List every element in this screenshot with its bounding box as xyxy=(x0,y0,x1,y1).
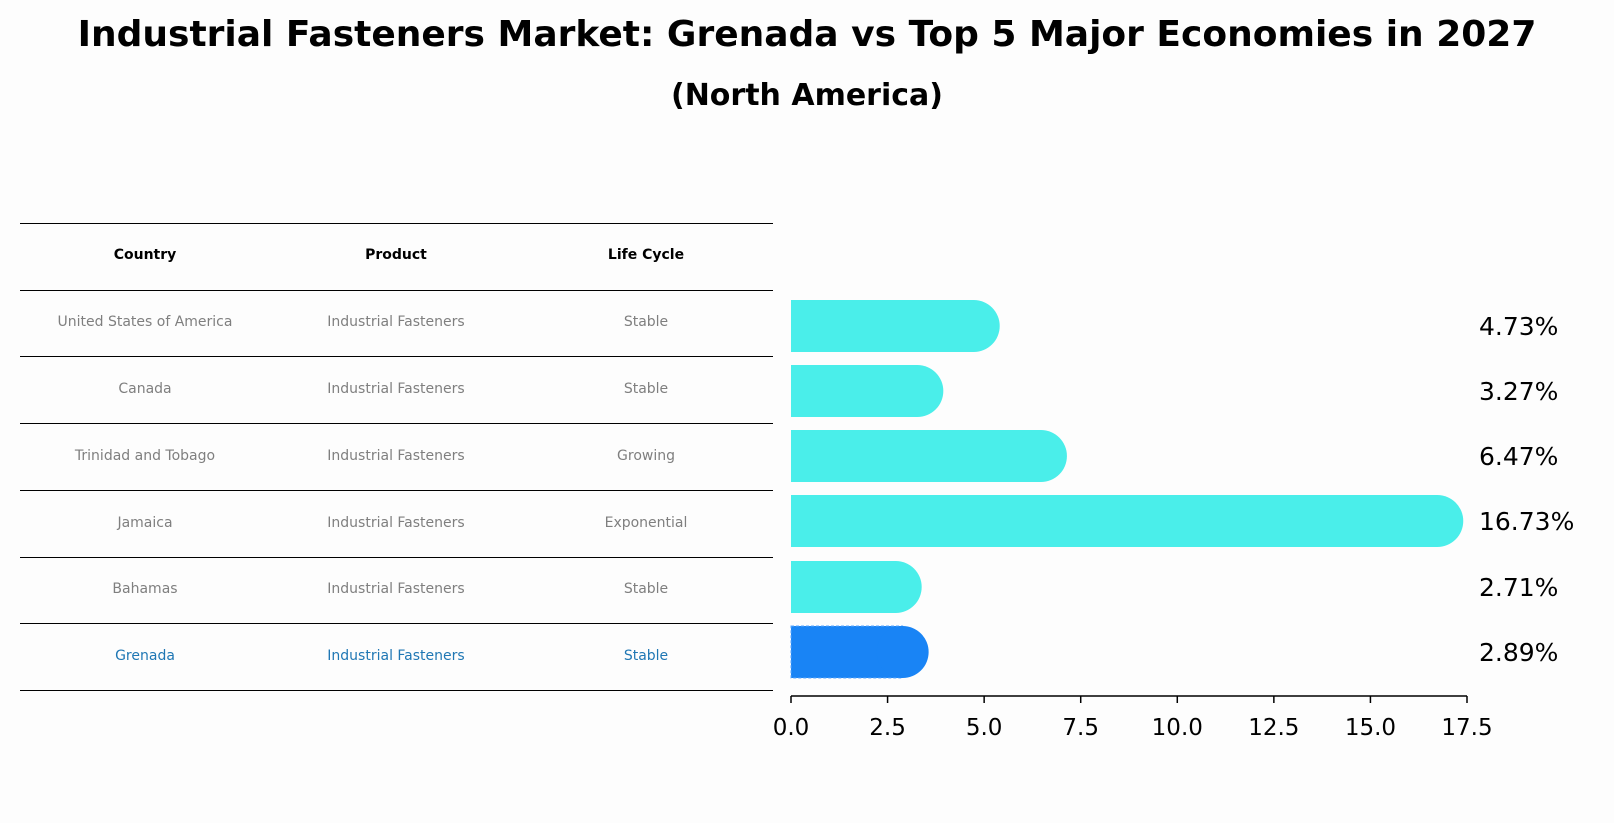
x-tick-label: 15.0 xyxy=(1345,715,1396,741)
table-cell-country: Trinidad and Tobago xyxy=(74,447,216,464)
table-cell-product: Industrial Fasteners xyxy=(327,514,465,531)
bar xyxy=(791,300,974,352)
table-rule xyxy=(20,690,773,691)
table-cell-country: Jamaica xyxy=(117,514,173,531)
bar xyxy=(791,495,1438,547)
bar-cap xyxy=(876,626,929,678)
table-cell-country: Bahamas xyxy=(112,581,178,597)
table-header-life-cycle: Life Cycle xyxy=(607,247,685,263)
bar-value-label: 2.89% xyxy=(1479,638,1558,667)
bar-value-label: 16.73% xyxy=(1479,507,1574,536)
table-rule xyxy=(20,557,773,558)
table-cell-life-cycle: Stable xyxy=(623,314,669,330)
table-cell-country: United States of America xyxy=(57,314,233,330)
bar-cap xyxy=(947,300,1000,352)
x-tick-label: 7.5 xyxy=(1062,715,1099,741)
table-rule xyxy=(20,490,773,491)
bar-cap xyxy=(1014,430,1067,482)
bar-cap xyxy=(869,561,922,613)
chart-subtitle: (North America) xyxy=(670,78,943,113)
table-rule xyxy=(20,623,773,624)
table-rule xyxy=(20,290,773,291)
table-header-product: Product xyxy=(365,247,427,263)
table-cell-product: Industrial Fasteners xyxy=(327,447,465,464)
table-cell-life-cycle: Stable xyxy=(623,380,669,397)
bar-value-label: 2.71% xyxy=(1479,573,1558,602)
x-tick-label: 2.5 xyxy=(869,715,906,741)
table-rule xyxy=(20,423,773,424)
x-tick-label: 5.0 xyxy=(966,715,1003,741)
table-cell-life-cycle: Exponential xyxy=(604,514,688,531)
x-tick-label: 10.0 xyxy=(1152,715,1203,741)
table-cell-product: Industrial Fasteners xyxy=(327,647,465,664)
table-cell-life-cycle: Growing xyxy=(617,447,675,464)
bar xyxy=(791,430,1041,482)
bar-value-label: 3.27% xyxy=(1479,377,1558,406)
bar-cap xyxy=(1411,495,1464,547)
bar-value-label: 4.73% xyxy=(1479,312,1558,341)
table-cell-product: Industrial Fasteners xyxy=(327,581,465,597)
x-tick-label: 17.5 xyxy=(1441,715,1492,741)
table-cell-life-cycle: Stable xyxy=(623,647,669,664)
x-tick-label: 12.5 xyxy=(1248,715,1299,741)
table-cell-product: Industrial Fasteners xyxy=(327,314,465,330)
table-cell-product: Industrial Fasteners xyxy=(327,380,465,397)
chart-title: Industrial Fasteners Market: Grenada vs … xyxy=(77,14,1537,55)
table-rule xyxy=(20,356,773,357)
table-header-country: Country xyxy=(113,247,177,263)
table-cell-country: Canada xyxy=(118,380,172,397)
table-cell-country: Grenada xyxy=(115,647,175,664)
x-tick-label: 0.0 xyxy=(773,715,810,741)
bar-cap xyxy=(891,365,944,417)
bar-value-label: 6.47% xyxy=(1479,442,1558,471)
table-cell-life-cycle: Stable xyxy=(623,581,669,597)
table-rule xyxy=(20,223,773,224)
